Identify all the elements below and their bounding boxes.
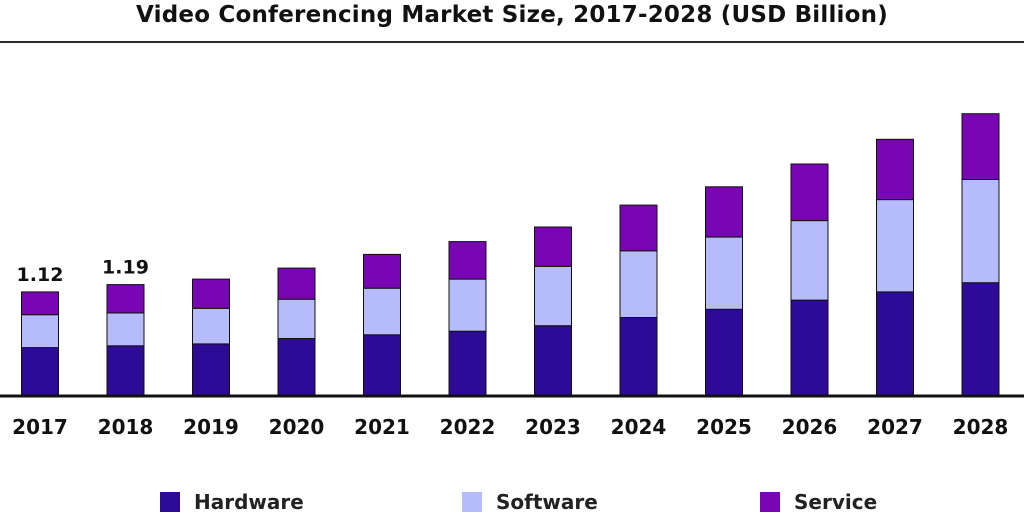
bar-service-2019 bbox=[192, 278, 230, 309]
bar-service-2021 bbox=[363, 253, 401, 289]
legend-label-hardware: Hardware bbox=[194, 490, 304, 514]
bar-software-2025 bbox=[705, 236, 743, 310]
x-tick-label-2017: 2017 bbox=[12, 415, 68, 439]
legend: Hardware Software Service bbox=[0, 488, 1024, 516]
bar-hardware-2028 bbox=[961, 282, 1000, 397]
bar-software-2026 bbox=[790, 220, 829, 301]
legend-swatch-software bbox=[462, 492, 482, 512]
bar-hardware-2027 bbox=[876, 291, 914, 397]
bar-hardware-2022 bbox=[448, 330, 487, 397]
x-tick-label-2020: 2020 bbox=[269, 415, 325, 439]
data-label-2018: 1.19 bbox=[102, 257, 149, 279]
legend-swatch-hardware bbox=[160, 492, 180, 512]
bar-software-2023 bbox=[534, 265, 572, 327]
x-tick-labels: 2017 2018 2019 2020 2021 2022 2023 2024 2025 2026… bbox=[12, 415, 1008, 439]
x-tick-label-2018: 2018 bbox=[98, 415, 154, 439]
bar-software-2024 bbox=[619, 250, 658, 318]
bar-service-2023 bbox=[534, 226, 572, 267]
x-tick-label-2025: 2025 bbox=[696, 415, 752, 439]
legend-swatch-service bbox=[760, 492, 780, 512]
data-label-2017: 1.12 bbox=[17, 264, 64, 286]
title-divider bbox=[0, 41, 1024, 43]
x-tick-label-2023: 2023 bbox=[525, 415, 581, 439]
bar-hardware-2020 bbox=[277, 338, 316, 397]
x-tick-label-2024: 2024 bbox=[611, 415, 667, 439]
bar-hardware-2024 bbox=[619, 316, 658, 397]
bar-hardware-2025 bbox=[705, 308, 743, 397]
x-tick-label-2019: 2019 bbox=[183, 415, 239, 439]
chart-title: Video Conferencing Market Size, 2017-202… bbox=[136, 2, 888, 28]
bar-hardware-2017 bbox=[21, 347, 59, 397]
x-tick-label-2021: 2021 bbox=[354, 415, 410, 439]
legend-item-service: Service bbox=[760, 488, 877, 516]
x-tick-label-2022: 2022 bbox=[440, 415, 496, 439]
bar-service-2024 bbox=[619, 204, 658, 252]
bar-service-2027 bbox=[876, 138, 914, 201]
legend-item-hardware: Hardware bbox=[160, 488, 304, 516]
x-tick-label-2027: 2027 bbox=[867, 415, 923, 439]
bar-software-2017 bbox=[21, 314, 59, 349]
bar-software-2018 bbox=[106, 312, 145, 347]
bar-service-2017 bbox=[21, 291, 59, 316]
legend-label-software: Software bbox=[496, 490, 598, 514]
bar-hardware-2018 bbox=[106, 345, 145, 397]
bar-hardware-2026 bbox=[790, 299, 829, 397]
legend-item-software: Software bbox=[462, 488, 598, 516]
bar-service-2022 bbox=[448, 241, 487, 280]
bar-software-2027 bbox=[876, 199, 914, 293]
bar-software-2019 bbox=[192, 307, 230, 345]
bar-software-2028 bbox=[961, 179, 1000, 284]
x-tick-label-2028: 2028 bbox=[953, 415, 1009, 439]
bar-service-2020 bbox=[277, 267, 316, 300]
bar-software-2022 bbox=[448, 278, 487, 332]
x-tick-label-2026: 2026 bbox=[782, 415, 838, 439]
bar-service-2026 bbox=[790, 163, 829, 222]
stacked-bar-chart: 2017 2018 2019 2020 2021 2022 2023 2024 2025 2026… bbox=[0, 113, 1024, 439]
bar-software-2020 bbox=[277, 298, 316, 340]
legend-label-service: Service bbox=[794, 490, 878, 514]
bar-service-2018 bbox=[106, 284, 145, 314]
bar-service-2025 bbox=[705, 186, 743, 238]
bar-hardware-2019 bbox=[192, 343, 230, 397]
bars-group bbox=[21, 113, 1000, 397]
data-labels: 1.12 1.19 bbox=[17, 257, 149, 286]
bar-hardware-2021 bbox=[363, 334, 401, 397]
bar-service-2028 bbox=[961, 113, 1000, 180]
bar-hardware-2023 bbox=[534, 325, 572, 397]
bar-software-2021 bbox=[363, 287, 401, 336]
